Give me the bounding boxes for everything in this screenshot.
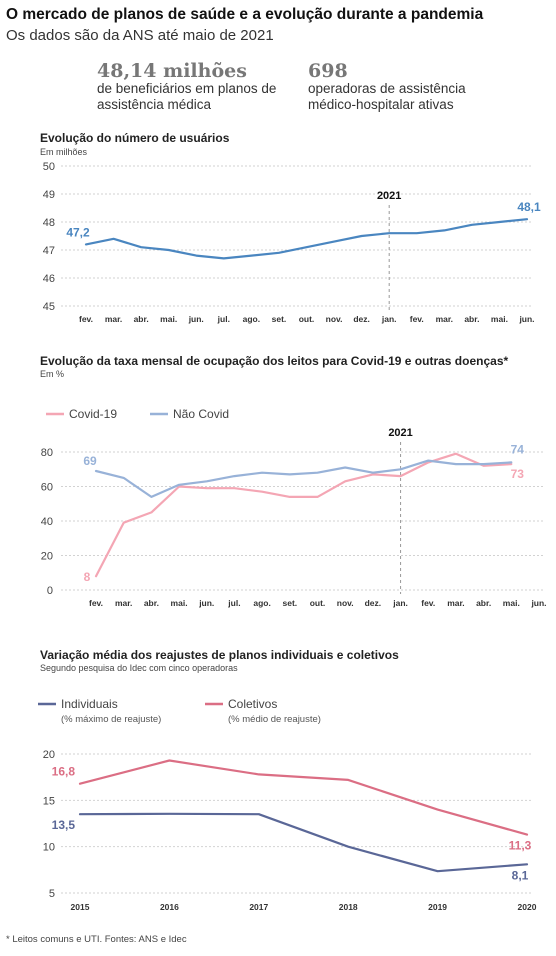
chart1-x-tick-label: dez.: [353, 314, 370, 324]
page-subtitle: Os dados são da ANS até maio de 2021: [6, 27, 274, 44]
chart3-series-line-2: [78, 759, 529, 836]
chart1-y-tick-label: 46: [43, 273, 55, 285]
chart3-x-tick-label: 2020: [518, 902, 537, 912]
chart1-y-tick-label: 48: [43, 217, 55, 229]
chart3-x-tick-label: 2015: [71, 902, 90, 912]
chart1-x-tick-label: mar.: [105, 314, 123, 324]
chart2-y-tick-label: 20: [41, 551, 53, 563]
footnote: * Leitos comuns e UTI. Fontes: ANS e Ide…: [6, 934, 187, 945]
chart2-y-tick-label: 80: [41, 447, 53, 459]
chart2-x-tick-label: mar.: [115, 598, 133, 608]
chart3-series-line-1: [78, 812, 529, 873]
chart3-title: Variação média dos reajustes de planos i…: [40, 648, 399, 662]
chart1-y-tick-label: 49: [43, 189, 55, 201]
chart2-x-tick-label: jul.: [227, 598, 240, 608]
chart2-unit: Em %: [40, 369, 64, 379]
chart2-legend-label-2: Não Covid: [173, 407, 229, 421]
chart1-data-label: 47,2: [66, 225, 90, 239]
chart3-legend-note-1: (% máximo de reajuste): [61, 714, 161, 725]
chart2-y-tick-label: 0: [47, 585, 53, 597]
stat-beneficiaries-value: 48,14 milhões: [97, 60, 247, 82]
chart2-x-tick-label: nov.: [337, 598, 354, 608]
chart2-x-tick-label: out.: [310, 598, 326, 608]
chart2-title: Evolução da taxa mensal de ocupação dos …: [40, 354, 508, 368]
chart3-unit: Segundo pesquisa do Idec com cinco opera…: [40, 663, 238, 673]
chart3-data-label: 8,1: [512, 868, 529, 882]
chart1-x-tick-label: mar.: [436, 314, 454, 324]
chart3-legend-note-2: (% médio de reajuste): [228, 714, 321, 725]
chart1-x-tick-label: jun.: [188, 314, 204, 324]
chart1-unit: Em milhões: [40, 147, 88, 157]
chart2-x-tick-label: fev.: [89, 598, 103, 608]
chart2-x-tick-label: jun.: [198, 598, 214, 608]
chart1-year-marker-label: 2021: [377, 190, 401, 202]
chart2-x-tick-label: abr.: [476, 598, 491, 608]
chart3-data-label: 11,3: [509, 839, 532, 853]
chart2-legend-label-1: Covid-19: [69, 407, 117, 421]
chart1-x-tick-label: abr.: [464, 314, 479, 324]
chart3-legend-label-1: Individuais: [61, 697, 118, 711]
chart1-data-label: 48,1: [517, 200, 541, 214]
chart2-data-label: 74: [511, 442, 525, 456]
chart2-data-label: 69: [83, 454, 97, 468]
stat-operators-desc: operadoras de assistência médico-hospita…: [308, 81, 466, 112]
chart3-legend-label-2: Coletivos: [228, 697, 277, 711]
chart3-y-tick-label: 10: [43, 842, 55, 854]
chart2-x-tick-label: mai.: [171, 598, 188, 608]
chart2-x-tick-label: set.: [282, 598, 297, 608]
chart1-y-tick-label: 45: [43, 301, 55, 313]
stat-operators-value: 698: [308, 60, 348, 82]
chart2-x-tick-label: jun.: [530, 598, 546, 608]
chart2-x-tick-label: abr.: [144, 598, 159, 608]
chart2-x-tick-label: dez.: [365, 598, 382, 608]
chart2-y-tick-label: 60: [41, 482, 53, 494]
chart1-x-tick-label: jul.: [217, 314, 230, 324]
chart3-x-tick-label: 2019: [428, 902, 447, 912]
chart1-title: Evolução do número de usuários: [40, 131, 230, 145]
chart3-y-tick-label: 15: [43, 795, 55, 807]
chart1-x-tick-label: mai.: [160, 314, 177, 324]
chart3-x-tick-label: 2018: [339, 902, 358, 912]
chart1-x-tick-label: fev.: [410, 314, 424, 324]
chart1-y-tick-label: 47: [43, 245, 55, 257]
chart2-x-tick-label: fev.: [421, 598, 435, 608]
chart1-series-line-1: [84, 218, 529, 260]
chart3-y-tick-label: 5: [49, 888, 55, 900]
chart3-x-tick-label: 2017: [249, 902, 268, 912]
chart1-x-tick-label: nov.: [326, 314, 343, 324]
chart2-data-label: 73: [511, 467, 525, 481]
chart2-x-tick-label: mar.: [447, 598, 465, 608]
chart1-x-tick-label: set.: [272, 314, 287, 324]
stat-beneficiaries-desc: de beneficiários em planos de assistênci…: [97, 81, 277, 112]
page-title: O mercado de planos de saúde e a evoluçã…: [6, 6, 484, 23]
chart2-x-tick-label: ago.: [253, 598, 270, 608]
chart2-x-tick-label: jan.: [392, 598, 408, 608]
chart2-y-tick-label: 40: [41, 516, 53, 528]
chart1-x-tick-label: fev.: [79, 314, 93, 324]
chart1-x-tick-label: jun.: [518, 314, 534, 324]
chart2-series-line-1: [94, 452, 513, 578]
chart2-x-tick-label: mai.: [503, 598, 520, 608]
chart1-y-tick-label: 50: [43, 161, 55, 173]
chart3-y-tick-label: 20: [43, 749, 55, 761]
chart2-series-line-2: [94, 459, 513, 498]
chart2-data-label: 8: [84, 570, 91, 584]
chart3-data-label: 16,8: [52, 765, 76, 779]
chart3-data-label: 13,5: [52, 818, 76, 832]
chart3-x-tick-label: 2016: [160, 902, 179, 912]
chart1-x-tick-label: jan.: [381, 314, 397, 324]
chart1-x-tick-label: out.: [299, 314, 315, 324]
chart1-x-tick-label: mai.: [491, 314, 508, 324]
chart1-x-tick-label: ago.: [243, 314, 260, 324]
chart1-x-tick-label: abr.: [134, 314, 149, 324]
chart2-year-marker-label: 2021: [388, 427, 412, 439]
